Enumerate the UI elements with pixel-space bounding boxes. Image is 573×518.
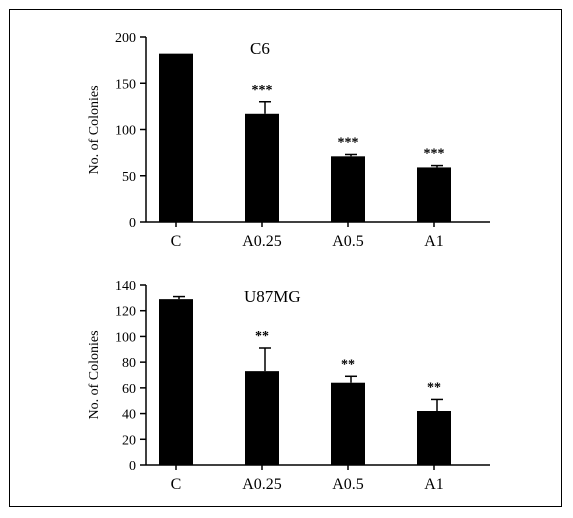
panel-title-c6: C6 [250,39,270,58]
bar [331,382,365,465]
y-tick-label: 60 [122,382,136,397]
bars-u87mg: C ** A0.25 ** A0.5 ** A1 [159,295,451,493]
bar [417,411,451,465]
x-tick-label: A0.5 [332,233,364,250]
significance-marker: *** [338,135,359,150]
y-tick-label: 40 [122,408,136,423]
y-tick-label: 140 [115,279,136,294]
bar [331,156,365,222]
significance-marker: ** [427,380,441,395]
x-tick-label: A0.25 [242,233,282,250]
significance-marker: *** [252,83,273,98]
x-tick-label: C [171,476,182,493]
y-tick-label: 120 [115,305,136,320]
y-tick-label: 80 [122,356,136,371]
significance-marker: *** [424,147,445,162]
figure-frame [9,9,562,507]
bar [245,113,279,222]
y-tick-label: 50 [122,170,136,185]
y-tick-label: 100 [115,330,136,345]
bars-c6: C *** A0.25 *** A0.5 *** A1 [159,53,451,250]
x-tick-label: C [171,233,182,250]
bar [159,53,193,223]
x-tick-label: A1 [424,476,444,493]
bar [417,167,451,222]
y-ticks-c6: 0 50 100 150 200 [115,31,146,231]
significance-marker: ** [341,357,355,372]
y-tick-label: 100 [115,124,136,139]
y-tick-label: 150 [115,77,136,92]
y-tick-label: 200 [115,31,136,46]
y-tick-label: 0 [129,216,136,231]
x-tick-label: A1 [424,233,444,250]
panel-c6: C6 No. of Colonies 0 50 100 150 200 C *** A0.2… [87,31,490,250]
y-tick-label: 20 [122,433,136,448]
panel-u87mg: U87MG No. of Colonies 0 20 40 60 80 100 120 140… [87,279,490,493]
bar [159,299,193,465]
y-ticks-u87mg: 0 20 40 60 80 100 120 140 [115,279,146,474]
significance-marker: ** [255,329,269,344]
y-axis-label-u87mg: No. of Colonies [87,330,102,419]
panel-title-u87mg: U87MG [244,287,301,306]
y-tick-label: 0 [129,459,136,474]
y-axis-label-c6: No. of Colonies [87,85,102,174]
x-tick-label: A0.25 [242,476,282,493]
x-tick-label: A0.5 [332,476,364,493]
bar [245,371,279,465]
